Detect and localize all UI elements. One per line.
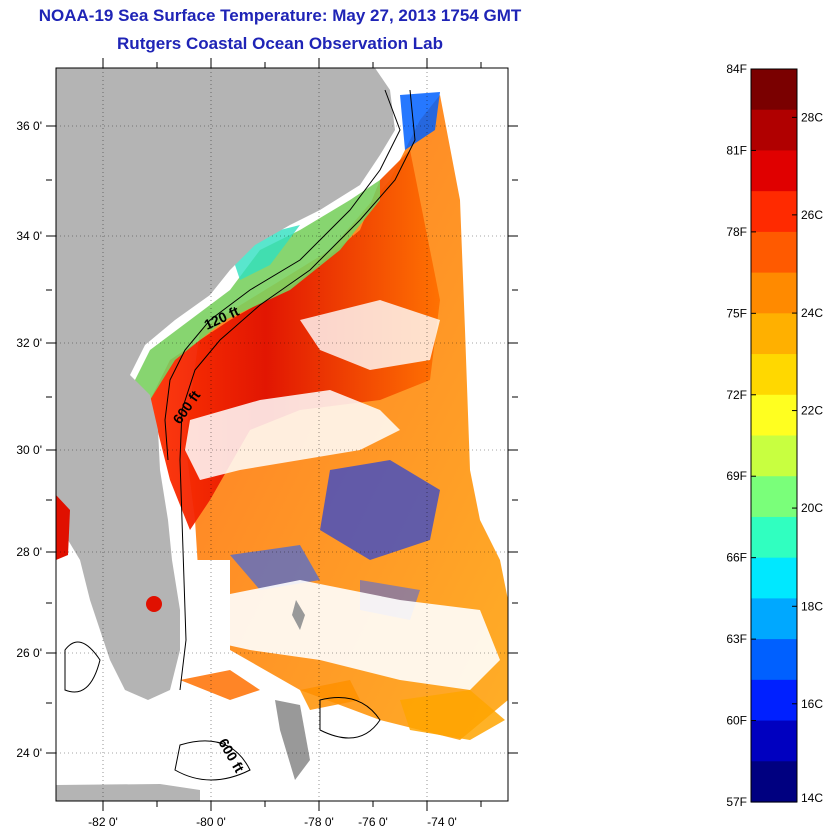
- coastal-shelf-water: [130, 180, 380, 400]
- colorbar-f-label: 57F: [726, 795, 747, 809]
- colorbar-band: [751, 598, 797, 640]
- colorbar-band: [751, 313, 797, 355]
- graticule: [56, 68, 508, 801]
- colorbar-band: [751, 720, 797, 762]
- land-mass: [56, 68, 395, 700]
- colorbar-c-label: 18C: [801, 599, 823, 613]
- colorbar-band: [751, 476, 797, 518]
- lon-label: -80 0': [196, 815, 226, 829]
- colorbar-band: [751, 394, 797, 437]
- colorbar-f-label: 75F: [726, 306, 747, 320]
- colorbar-f-label: 66F: [726, 551, 747, 565]
- colorbar-band: [751, 191, 797, 233]
- cloud-cover: [185, 390, 400, 480]
- contour-600ft: [179, 89, 416, 691]
- colorbar-f-label: 69F: [726, 469, 747, 483]
- colorbar-band: [751, 109, 797, 152]
- lon-label: -76 0': [358, 815, 388, 829]
- map-title: NOAA-19 Sea Surface Temperature: May 27,…: [38, 6, 522, 25]
- colorbar-c-label: 26C: [801, 208, 823, 222]
- lon-label: -82 0': [88, 815, 118, 829]
- colorbar-band: [751, 272, 797, 314]
- colorbar-band: [751, 69, 797, 111]
- colorbar-c-label: 24C: [801, 306, 823, 320]
- lat-label: 30 0': [16, 443, 42, 457]
- colorbar-band: [751, 231, 797, 274]
- colorbar-c-label: 14C: [801, 791, 823, 805]
- colorbar-band: [751, 761, 797, 803]
- colorbar-band: [751, 557, 797, 599]
- lat-label: 24 0': [16, 746, 42, 760]
- colorbar-band: [751, 639, 797, 681]
- colorbar-band: [751, 435, 797, 477]
- colorbar-band: [751, 516, 797, 559]
- colorbar-band: [751, 679, 797, 722]
- colorbar-f-label: 84F: [726, 62, 747, 76]
- colorbar-band: [751, 354, 797, 396]
- colorbar-f-label: 72F: [726, 388, 747, 402]
- colorbar-f-label: 81F: [726, 143, 747, 157]
- map-subtitle: Rutgers Coastal Ocean Observation Lab: [117, 34, 443, 53]
- colorbar-band: [751, 150, 797, 192]
- colorbar-f-label: 63F: [726, 632, 747, 646]
- colorbar-c-label: 20C: [801, 501, 823, 515]
- axis-ticks: [46, 58, 518, 811]
- colorbar-c-label: 28C: [801, 110, 823, 124]
- colorbar-f-label: 60F: [726, 714, 747, 728]
- lon-label: -74 0': [427, 815, 457, 829]
- lat-label: 36 0': [16, 119, 42, 133]
- map-frame: [55, 67, 509, 802]
- colorbar-bands: [751, 69, 797, 803]
- lat-label: 28 0': [16, 545, 42, 559]
- lat-label: 34 0': [16, 229, 42, 243]
- lat-label: 26 0': [16, 646, 42, 660]
- lat-label: 32 0': [16, 336, 42, 350]
- colorbar-c-label: 22C: [801, 404, 823, 418]
- temperature-colorbar: 84F 81F 78F 75F 72F 69F 66F 63F 60F 57F 28C 26C 24C 2…: [726, 62, 823, 809]
- lon-label: -78 0': [304, 815, 334, 829]
- colorbar-c-label: 16C: [801, 697, 823, 711]
- colorbar-f-label: 78F: [726, 225, 747, 239]
- contour-120ft: [164, 89, 401, 461]
